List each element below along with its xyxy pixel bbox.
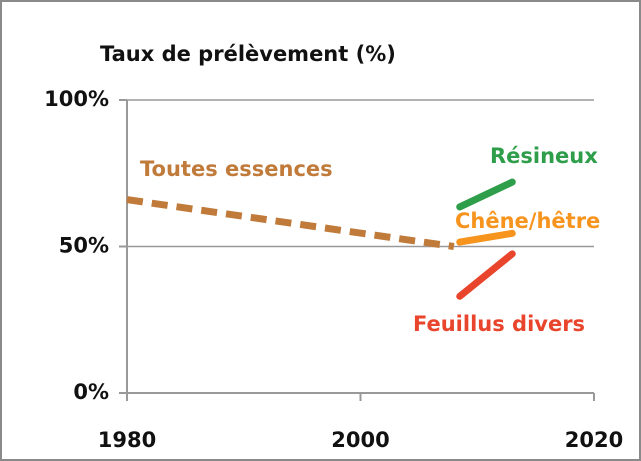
series-label: Feuillus divers — [413, 312, 585, 336]
x-tick-label: 2020 — [565, 428, 623, 452]
x-tick-label: 1980 — [98, 428, 156, 452]
series-label: Résineux — [490, 144, 598, 168]
chart-title: Taux de prélèvement (%) — [100, 42, 396, 66]
y-tick-label: 100% — [44, 87, 109, 111]
series-line — [456, 250, 516, 300]
x-tick-label: 2000 — [331, 428, 389, 452]
series-line — [456, 178, 516, 211]
y-tick-label: 0% — [73, 380, 109, 404]
series-line — [456, 229, 516, 246]
series-label: Chêne/hêtre — [455, 209, 600, 233]
series-label: Toutes essences — [140, 157, 333, 181]
series-line — [126, 196, 455, 250]
y-tick-label: 50% — [59, 234, 109, 258]
